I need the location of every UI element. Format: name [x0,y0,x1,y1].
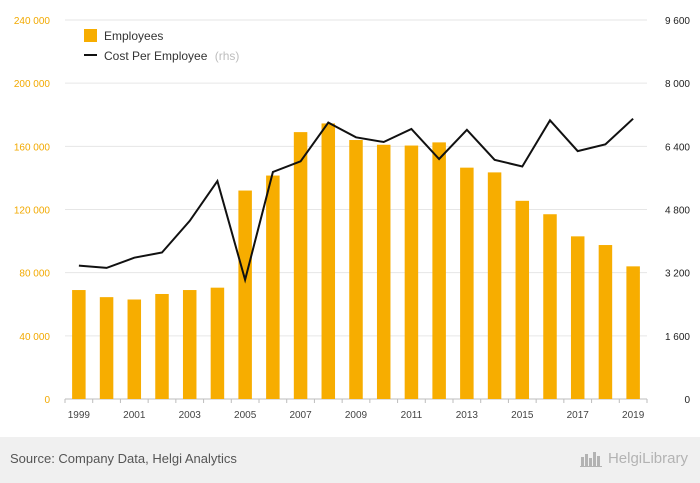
employees-bars [72,123,640,399]
legend-employees-label: Employees [104,29,163,43]
y-left-tick-label: 120 000 [14,206,51,217]
x-tick-label: 2017 [567,410,590,421]
x-tick-label: 2015 [511,410,534,421]
x-tick-label: 2013 [456,410,479,421]
y-right-tick-label: 4 800 [665,206,690,217]
x-axis: 1999 2001 2003 2005 2007 2009 2011 2013 2015 2017… [64,399,648,421]
y-right-tick-label: 6 400 [665,142,690,153]
bar-employees-2012 [432,142,446,399]
y-left-tick-label: 0 [44,395,50,406]
bar-employees-2010 [376,144,391,399]
y-left-tick-label: 200 000 [14,79,51,90]
bar-employees-2001 [127,299,142,399]
source-text: Source: Company Data, Helgi Analytics [10,451,237,466]
bar-employees-2016 [543,214,557,399]
y-right-tick-label: 0 [684,395,690,406]
y-left-tick-label: 160 000 [14,142,51,153]
legend: Employees Cost Per Employee (rhs) [84,29,239,63]
footer: Source: Company Data, Helgi Analytics He… [0,437,700,483]
x-tick-label: 1999 [68,410,91,421]
bar-employees-2003 [182,290,197,399]
bar-employees-2006 [266,175,280,399]
y-right-tick-label: 8 000 [665,79,690,90]
y-left-tick-label: 40 000 [19,332,50,343]
x-tick-label: 2007 [289,410,312,421]
legend-employees-swatch [84,29,97,42]
left-axis-ticks: 0 40 000 80 000 120 000 160 000 200 000 240 00… [14,16,51,406]
y-right-tick-label: 1 600 [665,332,690,343]
y-left-tick-label: 80 000 [19,269,50,280]
bar-employees-2013 [460,167,474,399]
y-right-tick-label: 3 200 [665,269,690,280]
legend-cost-label: Cost Per Employee [104,49,208,63]
bar-employees-2015 [515,200,530,399]
library-icon [579,452,602,467]
x-tick-label: 2019 [622,410,645,421]
x-tick-label: 2005 [234,410,257,421]
bar-employees-2011 [404,145,419,399]
brand-name: HelgiLibrary [607,449,688,467]
legend-cost-note: (rhs) [215,49,240,63]
bar-employees-2017 [570,236,585,399]
bar-employees-2009 [349,140,363,399]
x-tick-label: 2001 [123,410,146,421]
bar-employees-2000 [99,297,114,399]
cost-line-layer [78,117,634,284]
bar-employees-2018 [598,245,613,399]
chart-svg: 0 40 000 80 000 120 000 160 000 200 000 240 00… [14,16,691,421]
brand-logo: HelgiLibrary [579,449,688,467]
bar-employees-2014 [487,172,502,399]
bar-employees-2019 [626,266,640,399]
bar-employees-2002 [155,293,169,399]
x-tick-label: 2011 [401,410,423,421]
bar-employees-2004 [210,287,225,399]
bar-employees-1999 [72,290,86,399]
bar-employees-2005 [238,190,252,399]
y-right-tick-label: 9 600 [665,16,690,27]
bar-employees-2008 [321,123,336,399]
svg-text:Cost Per Employee (rhs: Cost Per Employee (rhs) [104,49,239,63]
x-tick-label: 2003 [179,410,202,421]
y-left-tick-label: 240 000 [14,16,51,27]
cost-per-employee-line [78,117,634,284]
right-axis-ticks: 0 1 600 3 200 4 800 6 400 8 000 9 600 [665,16,690,406]
x-tick-label: 2009 [345,410,368,421]
bar-employees-2007 [293,132,308,399]
